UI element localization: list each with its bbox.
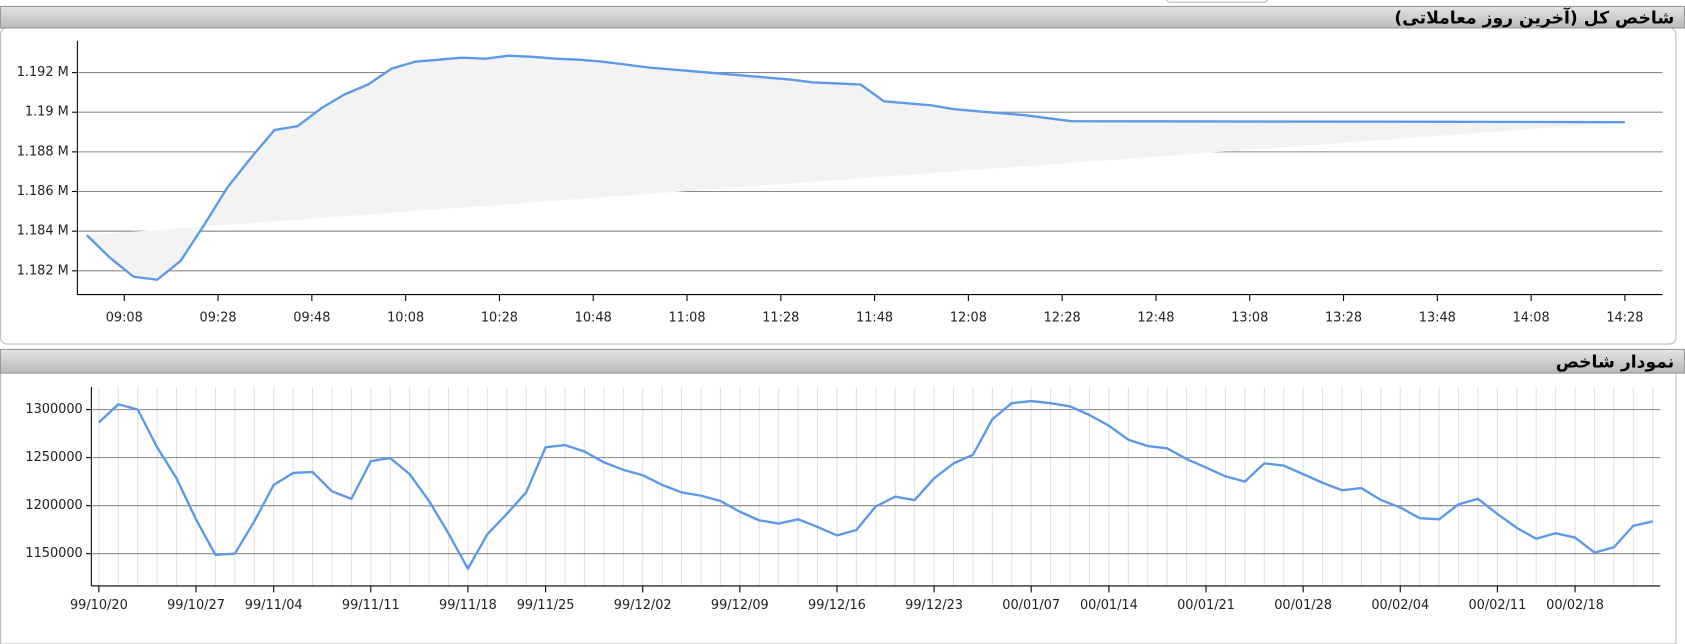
x-tick-label: 13:28	[1325, 311, 1362, 326]
x-tick-label: 00/01/28	[1274, 598, 1332, 613]
x-tick-label: 12:08	[950, 311, 987, 326]
y-tick-label: 1.192 M	[17, 65, 69, 80]
line	[98, 399, 1654, 570]
x-tick-label: 99/12/23	[905, 598, 963, 613]
x-tick-label: 12:48	[1137, 311, 1174, 326]
x-tick-label: 99/11/04	[245, 598, 303, 613]
y-tick-label: 1200000	[25, 498, 82, 513]
x-tick-label: 11:08	[668, 311, 705, 326]
y-tick-label: 1.182 M	[17, 263, 69, 278]
x-tick-label: 13:08	[1231, 311, 1268, 326]
y-tick-label: 1300000	[25, 402, 82, 417]
x-tick-label: 10:48	[575, 311, 612, 326]
x-tick-label: 09:48	[293, 311, 330, 326]
panel-title: نمودار شاخص	[1556, 352, 1675, 372]
chart: 09:08 09:28 09:48 10:08 10:28 10:48 11:08 11:28…	[17, 40, 1663, 326]
tab-edge	[1165, 0, 1269, 3]
x-tick-label: 00/01/21	[1177, 598, 1235, 613]
x-tick-label: 00/02/18	[1546, 598, 1604, 613]
y-tick-label: 1.19 M	[25, 105, 69, 120]
y-tick-label: 1250000	[25, 450, 82, 465]
panel	[0, 372, 1677, 644]
x-tick-label: 09:28	[200, 311, 237, 326]
x-tick-label: 99/10/27	[167, 598, 225, 613]
y-tick-label: 1.184 M	[17, 224, 69, 239]
x-tick-label: 00/02/04	[1371, 598, 1429, 613]
x-tick-label: 10:28	[481, 311, 518, 326]
x-tick-label: 13:48	[1419, 311, 1456, 326]
chart: 99/10/20 99/10/27 99/11/04 99/11/11 99/11/18…	[25, 387, 1661, 613]
y-tick-label: 1.188 M	[17, 144, 69, 159]
x-tick-label: 99/12/09	[711, 598, 769, 613]
x-tick-label: 00/02/11	[1468, 598, 1526, 613]
x-tick-label: 99/12/02	[614, 598, 672, 613]
x-tick-label: 09:08	[106, 311, 143, 326]
x-tick-label: 99/12/16	[808, 598, 866, 613]
y-tick-label: 1150000	[25, 546, 82, 561]
panel-title: شاخص کل (آخرین روز معاملاتی)	[1394, 6, 1674, 28]
panel-header	[0, 5, 1685, 29]
line	[85, 54, 1625, 281]
x-tick-label: 14:28	[1606, 311, 1643, 326]
x-tick-label: 00/01/14	[1080, 598, 1138, 613]
x-tick-label: 12:28	[1044, 311, 1081, 326]
panel-header	[0, 348, 1685, 374]
x-tick-label: 11:28	[762, 311, 799, 326]
x-tick-label: 99/11/25	[517, 598, 575, 613]
x-tick-label: 99/11/11	[342, 598, 400, 613]
x-tick-label: 99/11/18	[439, 598, 497, 613]
x-tick-label: 99/10/20	[70, 598, 128, 613]
y-tick-label: 1.186 M	[17, 184, 69, 199]
x-tick-label: 00/01/07	[1002, 598, 1060, 613]
x-tick-label: 14:08	[1513, 311, 1550, 326]
x-tick-label: 11:48	[856, 311, 893, 326]
area-fill	[86, 55, 1625, 280]
x-tick-label: 10:08	[387, 311, 424, 326]
